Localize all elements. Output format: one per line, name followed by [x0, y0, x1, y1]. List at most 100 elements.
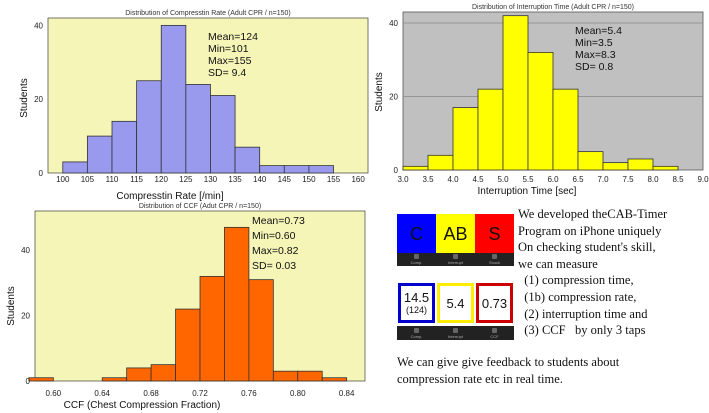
y-tick-label: 20	[34, 95, 43, 104]
histogram-bar	[652, 165, 679, 171]
app-button-c[interactable]: C Comp.	[397, 214, 436, 266]
text-line: (3) CCF by only 3 taps	[518, 323, 646, 338]
chart-svg: Distribution of Interruption Time (Adult…	[374, 4, 709, 197]
chart-svg: Distribution of Compresstin Rate (Adult …	[19, 10, 369, 202]
tab-icon: Interrupt	[436, 326, 475, 340]
stats-annotation: Mean=5.4	[575, 25, 622, 37]
app-result-button[interactable]: 14.5 (124) Comp.	[397, 282, 436, 340]
stats-annotation: Mean=124	[208, 31, 258, 43]
histogram-bar	[427, 154, 454, 171]
histogram-bar	[62, 161, 88, 174]
tab-icon: Comp.	[397, 253, 436, 266]
x-tick-label: 0.68	[143, 389, 159, 398]
histogram-bar	[272, 370, 299, 382]
histogram-bar	[136, 80, 162, 174]
histogram-bar	[111, 120, 138, 174]
x-axis-label: CCF (Chest Compression Fraction)	[64, 400, 221, 411]
y-tick-label: 20	[21, 312, 30, 321]
app-button-s[interactable]: S Shock	[475, 214, 514, 266]
histogram-bar	[160, 24, 187, 174]
histogram-bar	[602, 162, 629, 171]
histogram-bar	[210, 95, 236, 174]
text-line: (2) interruption time and	[518, 306, 648, 321]
stats-annotation: Max=8.3	[575, 49, 616, 61]
histogram-bar	[224, 226, 250, 382]
x-tick-label: 140	[253, 175, 267, 184]
histogram-bar	[175, 308, 201, 382]
y-axis-label: Students	[6, 286, 17, 325]
x-tick-label: 0.64	[94, 389, 110, 398]
x-tick-label: 0.84	[339, 389, 355, 398]
histogram-bar	[234, 146, 261, 174]
app-result-button[interactable]: 0.73 CCF	[475, 282, 514, 340]
tab-icon: CCF	[475, 326, 514, 340]
compression-rate-histogram: Distribution of Compresstin Rate (Adult …	[0, 6, 370, 202]
x-tick-label: 155	[327, 175, 341, 184]
tab-icon: Comp.	[397, 326, 436, 340]
x-tick-label: 125	[179, 175, 193, 184]
text-line: We developed theCAB-Timer	[518, 207, 668, 221]
x-tick-label: 0.72	[192, 389, 208, 398]
y-tick-label: 0	[26, 377, 31, 386]
x-tick-label: 115	[130, 175, 143, 184]
text-line: compression rate etc in real time.	[397, 371, 563, 386]
text-line: we can measure	[518, 256, 598, 271]
x-tick-label: 4.0	[447, 175, 459, 184]
x-axis-label: Interruption Time [sec]	[478, 186, 577, 197]
app-button-face: AB	[436, 214, 475, 254]
y-tick-label: 40	[34, 21, 43, 30]
x-tick-label: 5.5	[522, 175, 534, 184]
x-tick-label: 7.5	[622, 175, 634, 184]
x-tick-label: 0.76	[241, 389, 257, 398]
chart-title: Distribution of Interruption Time (Adult…	[472, 4, 634, 11]
histogram-bar	[552, 88, 579, 171]
histogram-bar	[627, 158, 654, 171]
chart-svg: Distribution of CCF (Adut CPR / n=150) 0.…	[6, 203, 366, 411]
y-tick-label: 0	[39, 169, 44, 178]
result-value-box: 14.5 (124)	[398, 283, 435, 323]
histogram-bar	[502, 15, 529, 171]
stats-annotation: Min=3.5	[575, 37, 613, 49]
app-result-button[interactable]: 5.4 Interrupt	[436, 282, 475, 340]
x-tick-label: 0.80	[290, 389, 306, 398]
histogram-bar	[86, 135, 113, 174]
histogram-bar	[283, 165, 310, 174]
feedback-text: We can give give feedback to students ab…	[397, 354, 619, 387]
text-line: Program on iPhone uniquely	[518, 223, 662, 238]
stats-annotation: SD= 9.4	[208, 67, 246, 79]
cab-timer-panel: C Comp. AB Interrupt S Shock 14.5 (124) Comp. 5.…	[397, 204, 707, 409]
app-button-ab[interactable]: AB Interrupt	[436, 214, 475, 266]
x-tick-label: 105	[81, 175, 95, 184]
y-tick-label: 40	[389, 19, 398, 28]
histogram-bar	[28, 377, 54, 382]
y-tick-label: 0	[394, 166, 399, 175]
tab-icon: Shock	[475, 253, 514, 266]
tab-icon: Interrupt	[436, 253, 475, 266]
histogram-bar	[577, 151, 604, 171]
stats-annotation: Min=0.60	[252, 230, 296, 242]
histogram-bar	[297, 370, 323, 382]
text-line: (1b) compression rate,	[518, 289, 637, 304]
x-axis-label: Compresstin Rate [/min]	[116, 191, 223, 202]
x-tick-label: 7.0	[597, 175, 609, 184]
histogram-bar	[259, 165, 285, 174]
result-value-box: 5.4	[437, 283, 474, 323]
x-tick-label: 3.5	[422, 175, 434, 184]
chart-title: Distribution of Compresstin Rate (Adult …	[125, 10, 291, 17]
app-button-face: S	[475, 214, 514, 254]
histogram-bar	[477, 88, 504, 171]
x-tick-label: 145	[278, 175, 292, 184]
x-tick-label: 135	[228, 175, 242, 184]
y-axis-label: Students	[19, 78, 30, 117]
stats-annotation: SD= 0.03	[252, 260, 296, 272]
stats-annotation: Max=155	[208, 55, 252, 67]
x-tick-label: 4.5	[472, 175, 484, 184]
x-tick-label: 3.0	[397, 175, 409, 184]
x-tick-label: 120	[155, 175, 169, 184]
histogram-bar	[126, 367, 152, 382]
y-tick-label: 20	[389, 93, 398, 102]
histogram-bar	[308, 165, 334, 174]
histogram-bar	[248, 279, 274, 382]
result-value-box: 0.73	[476, 283, 513, 323]
app-buttons-top-row: C Comp. AB Interrupt S Shock	[397, 214, 515, 266]
